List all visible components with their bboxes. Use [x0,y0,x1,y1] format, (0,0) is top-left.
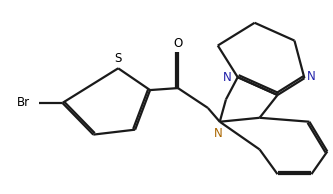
Text: Br: Br [17,96,30,109]
Text: N: N [214,127,223,140]
Text: N: N [223,71,231,84]
Text: N: N [307,70,316,83]
Text: S: S [115,52,122,65]
Text: O: O [173,37,182,50]
